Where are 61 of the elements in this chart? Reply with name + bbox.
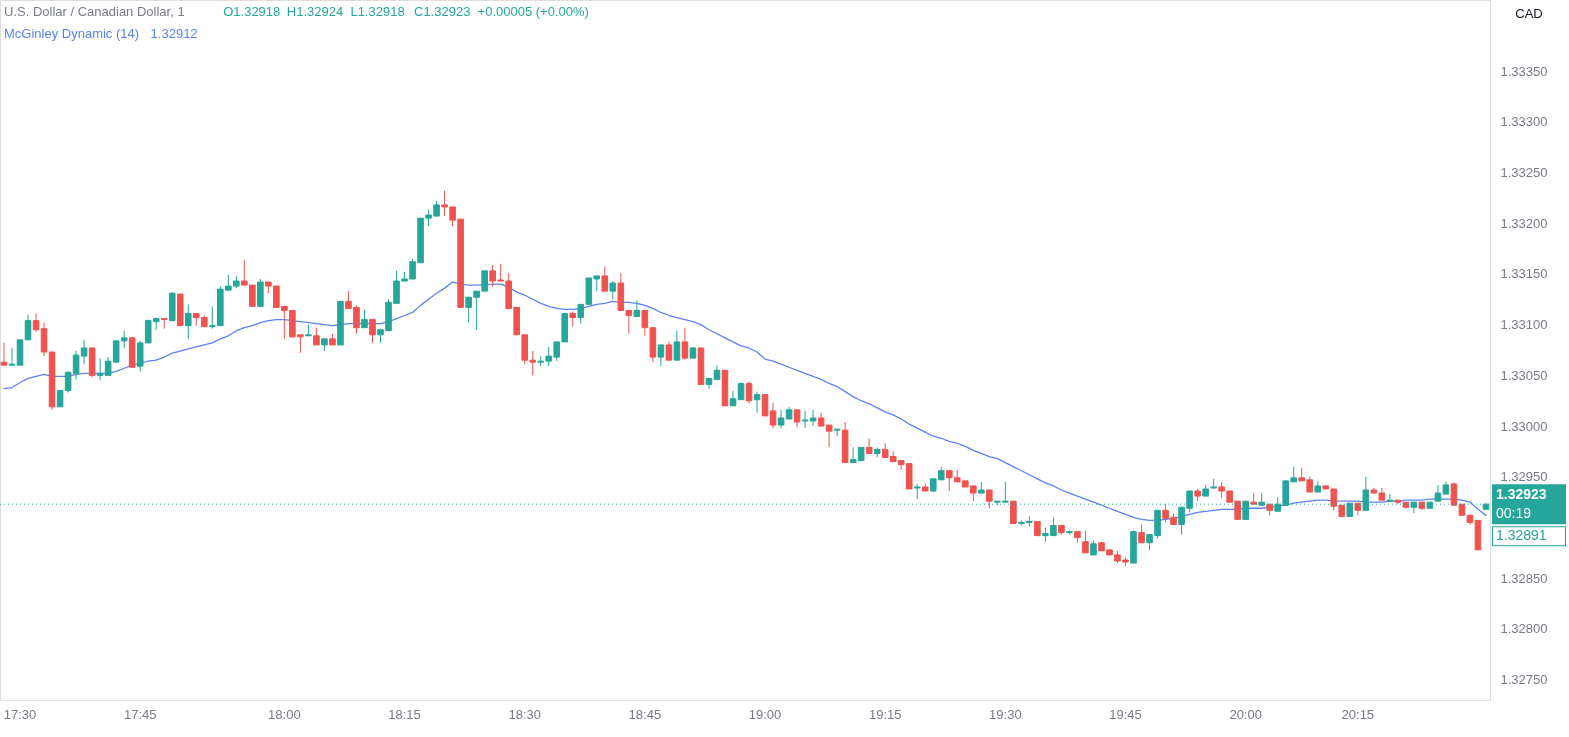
text: 00:19 [1496,505,1532,522]
candlestick [609,280,617,300]
candlestick [601,266,609,292]
text: McGinley Dynamic (14) [4,26,140,41]
candlestick [1082,530,1089,554]
x-tick-label: 19:45 [1109,706,1142,722]
y-tick-label: 1.33150 [1500,266,1548,282]
ref-line-label: 1.32923 [1496,486,1547,503]
annotation: C1.32923 [414,4,471,19]
text: 1.32891 [1496,527,1547,544]
candlestick [665,341,673,361]
y-tick-label: 1.32750 [1500,672,1548,688]
candlestick [1138,523,1145,544]
candlestick [1386,493,1394,502]
x-tick-label: 20:00 [1229,706,1262,722]
candlestick [673,330,681,361]
annotation: 1.32912 [150,26,198,41]
candlestick [8,347,16,366]
candlestick [361,308,368,329]
candlestick [160,318,168,330]
x-tick-label: 18:15 [388,706,421,722]
candlestick [184,303,192,340]
y-tick-label: 1.33200 [1500,215,1548,231]
x-tick-label: 20:15 [1341,706,1375,722]
candlestick [369,319,376,344]
x-tick-label: 19:15 [868,706,902,722]
annotation: +0.00005 (+0.00%) [477,4,589,19]
y-tick-label: 1.32800 [1500,621,1548,637]
y-tick-label: 1.32850 [1500,570,1548,586]
y-tick-label: 1.33100 [1500,317,1548,333]
candlestick [986,489,993,509]
x-tick-label: 17:30 [3,706,37,722]
x-tick-label: 18:30 [508,706,541,722]
annotation: H1.32924 [286,4,344,19]
candlestick [681,327,689,361]
candlestick [729,390,737,407]
x-tick-label: 19:00 [748,706,782,722]
candlestick [769,402,777,429]
candlestick [761,394,769,417]
candlestick [753,391,761,414]
x-tick-label: 19:30 [989,706,1022,722]
text: CAD [1515,6,1543,21]
annotation: L1.32918 [350,4,405,19]
y-tick-label: 1.33050 [1500,367,1548,383]
candlestick [745,380,753,405]
chart-title: U.S. Dollar / Canadian Dollar, 1 [4,4,185,19]
x-tick-label: 18:00 [268,706,301,722]
y-tick-label: 1.33250 [1500,164,1548,180]
y-tick-label: 1.32950 [1500,469,1548,485]
x-tick-label: 18:45 [628,706,662,722]
candlestick [633,299,641,318]
candlestick [833,428,841,437]
y-tick-label: 1.33000 [1500,418,1548,434]
x-tick-label: 17:45 [123,706,157,722]
candlestick [24,313,32,341]
y-tick-label: 1.33300 [1500,114,1548,130]
candlestick [1010,500,1017,524]
y-tick-label: 1.33350 [1500,63,1548,79]
annotation: O1.32918 [223,4,281,19]
candlestick [657,344,665,367]
candlestick [0,342,8,366]
